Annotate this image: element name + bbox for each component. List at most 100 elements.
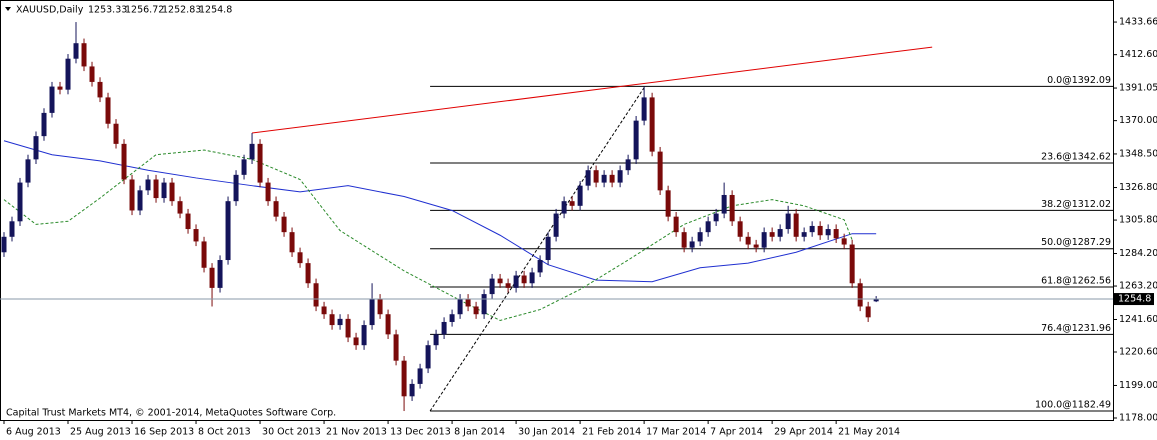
y-tick-label: 1391.05 [1119,83,1157,94]
candle-body [281,216,287,233]
candle-body [201,241,207,268]
candle-body [17,182,23,222]
candle-body [497,278,503,284]
candle-body [849,244,855,284]
candle-body [401,360,407,397]
candle-body [113,123,119,144]
candle-body [617,170,623,183]
candle-body [257,143,263,183]
current-price-box [1114,293,1154,306]
candle-body [529,272,535,284]
y-tick-label: 1284.20 [1119,248,1157,259]
candle-body [801,232,807,237]
candle-body [161,182,167,199]
candle-body [457,298,463,315]
candle-body [249,143,255,160]
candle-body [609,174,615,183]
candle-body [465,298,471,307]
candle-body [593,170,599,183]
y-tick-label: 1305.80 [1119,215,1157,226]
menu-arrow [5,7,11,11]
candle-body [289,232,295,253]
candle-body [745,236,751,245]
x-tick-label: 29 Apr 2014 [774,427,833,438]
candle-body [105,97,111,124]
y-tick-label: 1263.20 [1119,281,1157,292]
candle-body [193,229,199,242]
candle-body [417,368,423,384]
fib-label: 100.0@1182.49 [1035,400,1111,411]
header-low: 1252.83 [162,5,201,16]
y-tick-label: 1199.00 [1119,380,1157,391]
candle-body [41,112,47,137]
candle-body [433,334,439,346]
candle-body [129,179,135,211]
candle-body [1,236,7,253]
x-tick-label: 6 Aug 2013 [6,427,61,438]
candle-body [209,267,215,288]
candle-body [169,182,175,202]
candle-body [641,97,647,121]
candle-body [449,314,455,322]
moving-average [3,140,877,283]
candle-body [521,275,527,284]
candle-body [705,221,711,233]
x-tick-label: 21 May 2014 [838,427,900,438]
y-tick-label: 1241.60 [1119,314,1157,325]
fib-label: 0.0@1392.09 [1047,75,1111,86]
candle-body [65,58,71,90]
candle-body [793,213,799,237]
candle-body [73,43,79,59]
x-tick-label: 21 Nov 2013 [326,427,387,438]
candle-body [817,225,823,236]
candle-body [873,299,879,302]
candle-body [569,201,575,206]
x-tick-label: 17 Mar 2014 [646,427,706,438]
candle-body [121,143,127,180]
plot-frame [0,0,1114,421]
candle-body [673,216,679,233]
candle-body [809,225,815,233]
candle-body [585,170,591,186]
y-tick-label: 1348.50 [1119,148,1157,159]
x-tick-label: 16 Sep 2013 [134,427,194,438]
candle-body [601,174,607,183]
candle-body [689,241,695,248]
x-tick-label: 8 Oct 2013 [198,427,251,438]
candle-body [89,66,95,82]
candle-body [537,260,543,273]
candle-body [681,232,687,248]
candle-body [633,120,639,160]
candle-body [177,201,183,214]
candle-body [425,345,431,369]
candle-body [345,318,351,338]
candle-body [9,221,15,237]
y-tick-label: 1412.60 [1119,49,1157,60]
candle-body [337,318,343,326]
candle-body [865,306,871,318]
fib-label: 50.0@1287.29 [1041,237,1111,248]
candle-body [729,194,735,222]
candle-body [441,321,447,335]
candle-body [649,97,655,152]
candle-body [561,201,567,214]
candle-body [473,306,479,315]
candle-body [857,283,863,307]
trendline [251,46,933,134]
candle-body [489,278,495,295]
candle-body [825,229,831,236]
candle-body [513,275,519,288]
x-tick-label: 21 Feb 2014 [582,427,641,438]
candle-body [265,182,271,202]
candle-body [137,190,143,211]
candle-body [297,252,303,264]
candle-body [241,159,247,175]
y-tick-label: 1326.80 [1119,182,1157,193]
candle-body [385,314,391,335]
x-tick-label: 8 Jan 2014 [454,427,505,438]
candle-body [313,283,319,307]
y-tick-label: 1433.66 [1119,17,1157,28]
candle-body [305,263,311,284]
y-tick-label: 1220.60 [1119,347,1157,358]
